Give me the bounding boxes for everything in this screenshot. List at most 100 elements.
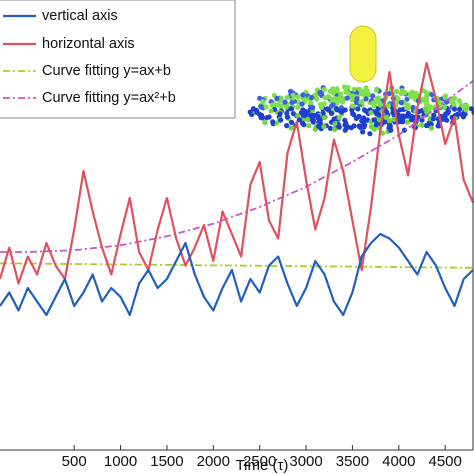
particle	[368, 110, 374, 116]
particle	[388, 127, 394, 133]
x-tick-label: 1000	[104, 453, 137, 470]
particle	[338, 91, 344, 97]
x-tick-label: 3500	[336, 453, 369, 470]
particle	[336, 115, 342, 121]
particle	[305, 116, 311, 122]
particle	[321, 124, 327, 130]
particle	[456, 98, 462, 104]
particle	[284, 123, 290, 129]
particle	[289, 119, 295, 125]
legend-label-2: Curve fitting y=ax+b	[42, 63, 171, 79]
legend-label-3: Curve fitting y=ax²+b	[42, 90, 176, 106]
particle	[410, 104, 416, 111]
particle	[419, 117, 425, 123]
legend-box	[0, 0, 236, 119]
particle	[383, 114, 389, 120]
x-tick-label: 4500	[428, 453, 461, 470]
x-tick-label: 2500	[243, 453, 276, 470]
particle	[262, 119, 268, 126]
particle	[264, 115, 270, 121]
particle	[329, 97, 335, 103]
particle-inset-illustration	[247, 25, 474, 137]
particle	[455, 111, 461, 117]
series-line-0	[0, 232, 474, 317]
particle	[295, 94, 301, 100]
particle	[299, 101, 305, 107]
particle	[358, 99, 364, 105]
particle	[356, 113, 362, 119]
particle	[337, 108, 344, 114]
series-line-1	[0, 61, 474, 285]
x-tick-label: 1500	[150, 453, 183, 470]
particle	[247, 109, 253, 115]
particle	[282, 99, 288, 105]
particle	[263, 104, 269, 110]
particle	[350, 111, 356, 117]
particle	[451, 106, 458, 112]
particle	[361, 115, 367, 121]
particle	[409, 117, 415, 123]
particle	[370, 93, 376, 99]
legend: vertical axis horizontal axis Curve fittin…	[0, 0, 236, 119]
particle	[318, 104, 325, 110]
particle	[423, 94, 429, 100]
particle	[404, 119, 411, 125]
particle	[336, 123, 342, 130]
particle	[405, 102, 411, 108]
particle	[377, 100, 383, 106]
particle	[321, 101, 327, 107]
particle	[274, 96, 280, 102]
particle	[437, 103, 443, 109]
x-tick-label: 500	[62, 453, 87, 470]
rod-particle	[349, 25, 377, 83]
particle	[463, 107, 469, 113]
particle	[405, 113, 411, 119]
particle	[309, 95, 315, 101]
particle	[373, 122, 379, 128]
particle	[321, 87, 327, 93]
particle	[349, 103, 355, 109]
particle	[321, 115, 327, 121]
particle	[368, 124, 374, 130]
particle	[442, 93, 448, 99]
x-ticks: 500 1000 1500 2000 2500 3000 3500 4000 4500	[62, 445, 462, 470]
particle	[310, 119, 316, 125]
particle	[288, 125, 294, 131]
particle	[259, 115, 265, 121]
particle	[310, 104, 316, 111]
particle	[327, 125, 333, 131]
particle	[382, 119, 388, 125]
particle	[326, 107, 332, 113]
particle	[400, 113, 406, 119]
particle	[461, 103, 467, 109]
particle	[428, 121, 434, 127]
particle	[398, 90, 404, 97]
particle	[457, 106, 463, 112]
particle	[341, 84, 348, 90]
particle	[332, 126, 338, 132]
particle	[400, 119, 406, 125]
particle	[332, 121, 338, 127]
particle	[408, 94, 414, 100]
particle	[431, 112, 437, 118]
particle	[334, 88, 340, 94]
particle	[357, 124, 363, 130]
particle	[397, 107, 403, 113]
particle	[398, 100, 404, 106]
particle	[349, 97, 355, 103]
particle	[295, 112, 301, 118]
particle	[373, 87, 380, 93]
particle	[451, 95, 458, 101]
particle	[278, 117, 284, 123]
particle	[302, 112, 308, 118]
particle	[288, 106, 294, 112]
particle	[423, 99, 429, 105]
particle	[386, 91, 392, 97]
particle	[270, 119, 276, 125]
x-tick-label: 4000	[382, 453, 415, 470]
series-layer	[0, 61, 474, 317]
particle	[429, 92, 435, 98]
particle	[308, 100, 314, 106]
